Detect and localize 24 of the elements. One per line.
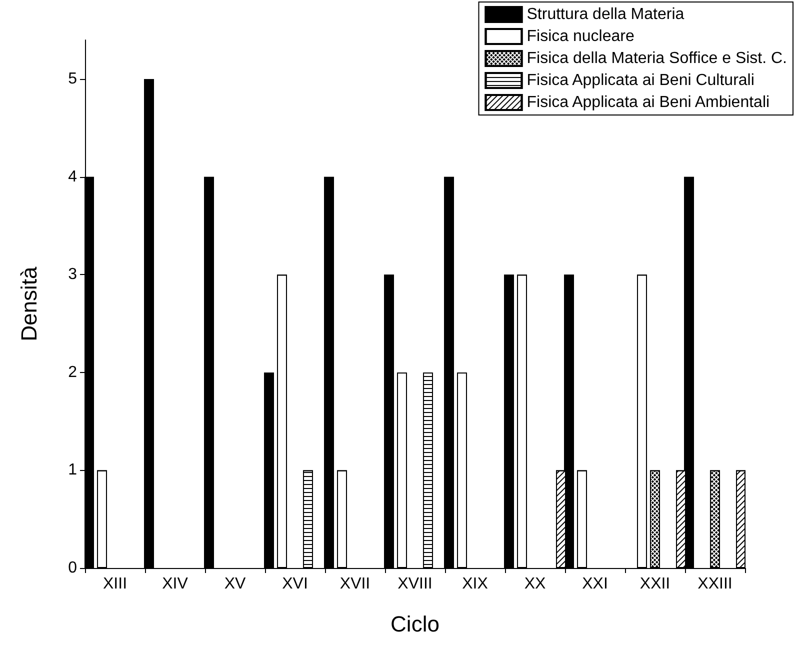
legend-label: Struttura della Materia [526, 6, 684, 23]
y-tick-label: 4 [68, 168, 78, 186]
x-axis-title: Ciclo [390, 612, 440, 636]
x-tick-label: XIX [462, 576, 488, 592]
x-tick-label: XVII [340, 576, 370, 592]
legend-label: Fisica della Materia Soffice e Sist. C. [526, 50, 787, 67]
y-tick-label: 5 [68, 70, 78, 88]
y-axis-title: Densità [16, 266, 42, 342]
x-tick-label: XXIII [698, 576, 732, 592]
legend-label: Fisica nucleare [526, 28, 634, 45]
x-tick-label: XXI [582, 576, 608, 592]
y-tick-label: 0 [68, 560, 78, 576]
y-tick-label: 2 [68, 364, 78, 381]
x-tick-label: XVI [282, 576, 308, 592]
legend-label: Fisica Applicata ai Beni Culturali [526, 72, 754, 89]
x-tick-label: XX [524, 576, 546, 592]
x-tick-label: XXII [640, 576, 670, 592]
y-tick-label: 3 [68, 266, 78, 284]
y-tick-label: 1 [68, 462, 78, 479]
x-tick-label: XVIII [398, 576, 432, 592]
x-tick-label: XV [224, 576, 246, 592]
x-tick-label: XIV [162, 576, 188, 592]
x-tick-label: XIII [102, 576, 128, 592]
legend-label: Fisica Applicata ai Beni Ambientali [526, 94, 770, 111]
